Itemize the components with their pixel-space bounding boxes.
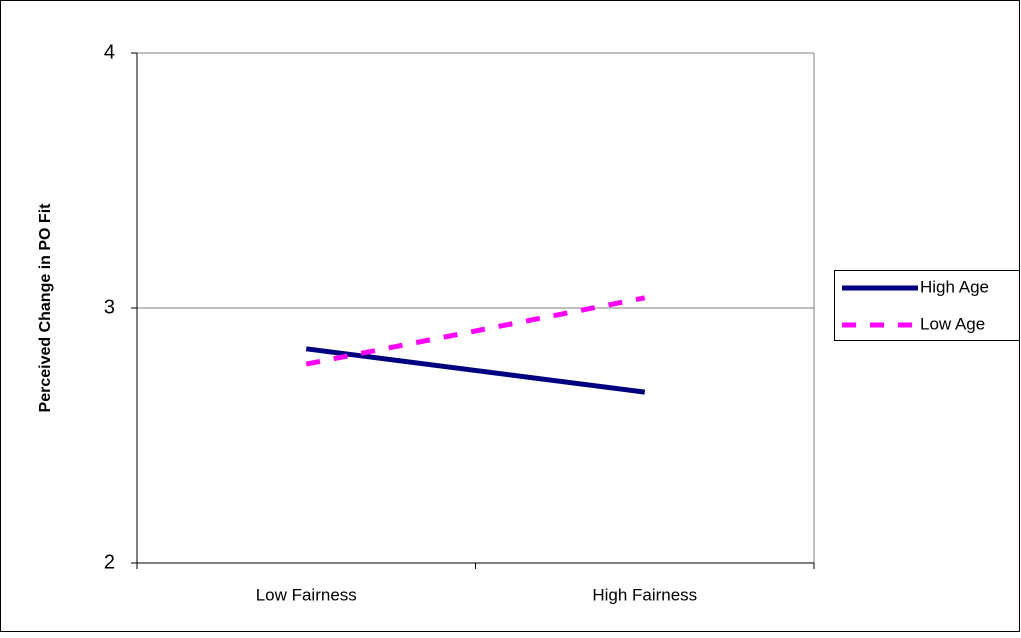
- y-tick-label: 4: [104, 41, 115, 63]
- x-tick-label: High Fairness: [592, 585, 697, 604]
- y-axis-label: Perceived Change in PO Fit: [37, 203, 54, 413]
- series-line: [305, 346, 646, 395]
- x-tick-label: Low Fairness: [256, 585, 357, 604]
- legend-label: High Age: [920, 277, 989, 296]
- legend-label: Low Age: [920, 314, 985, 333]
- y-tick-label: 3: [104, 296, 115, 318]
- y-tick-label: 2: [104, 551, 115, 573]
- series-line: [305, 295, 646, 367]
- legend-box: [834, 270, 1020, 341]
